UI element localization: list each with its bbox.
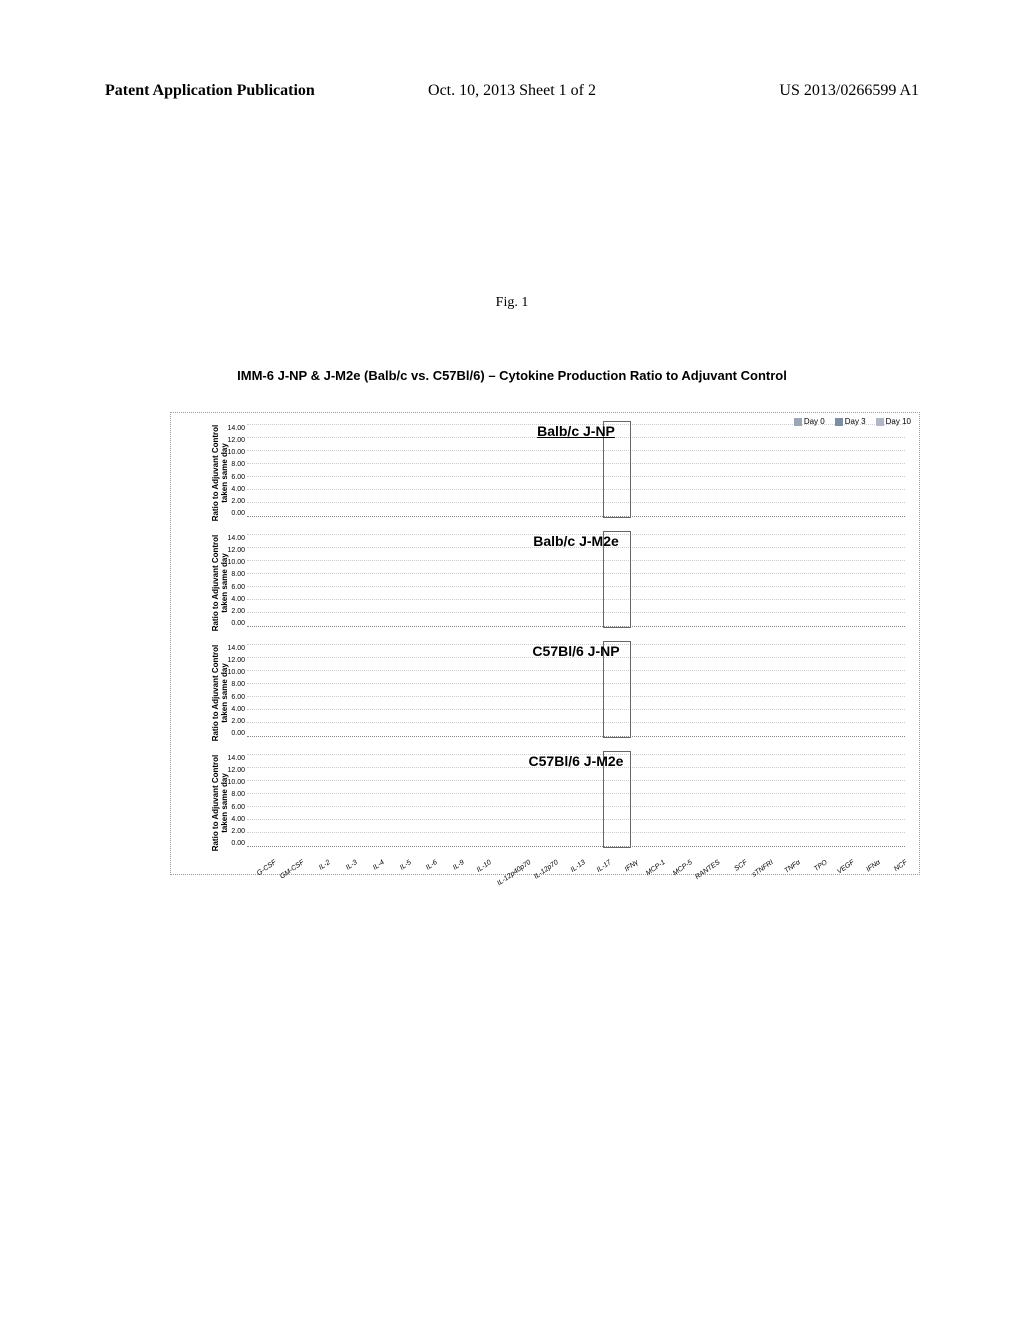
x-tick-label: IFNγ [614,859,640,880]
y-ticks: 0.002.004.006.008.0010.0012.0014.00 [223,645,245,737]
legend-swatch-1 [835,418,843,426]
x-tick-label: sTNFRI [749,859,775,880]
chart-title: IMM-6 J-NP & J-M2e (Balb/c vs. C57Bl/6) … [212,368,812,383]
legend-swatch-2 [876,418,884,426]
header-left: Patent Application Publication [105,82,315,100]
panel-title: Balb/c J-NP [537,423,615,439]
x-tick-label: VEGF [830,859,856,880]
header-center: Oct. 10, 2013 Sheet 1 of 2 [428,82,596,100]
x-tick-label: GM-CSF [279,859,306,881]
plot-area: C57Bl/6 J-M2e [247,755,905,847]
x-tick-label: NCF [883,859,909,880]
plot-area: C57Bl/6 J-NP [247,645,905,737]
x-tick-label: IL-13 [560,859,586,880]
page-header: Patent Application Publication Oct. 10, … [105,82,919,100]
legend-label-0: Day 0 [804,417,825,426]
legend-swatch-0 [794,418,802,426]
x-tick-label: TNFα [776,859,802,880]
x-tick-label: IL-4 [360,859,386,880]
x-tick-label: G-CSF [252,859,278,880]
y-ticks: 0.002.004.006.008.0010.0012.0014.00 [223,425,245,517]
x-tick-label: IFNα [856,859,882,880]
x-tick-label: IL-12p70 [533,859,560,881]
x-tick-label: IL-3 [333,859,359,880]
x-tick-label: IL-17 [587,859,613,880]
panel-title: C57Bl/6 J-M2e [529,753,624,769]
chart-panel: Ratio to Adjuvant Control taken same day… [179,639,911,747]
x-tick-label: IL-6 [413,859,439,880]
legend-label-1: Day 3 [845,417,866,426]
x-tick-label: MCP-5 [667,859,693,880]
figure-label: Fig. 1 [496,295,529,311]
x-tick-label: RANTES [694,859,721,881]
x-tick-label: MCP-1 [641,859,667,880]
page: Patent Application Publication Oct. 10, … [0,0,1024,1320]
x-tick-label: IL-9 [440,859,466,880]
panel-title: Balb/c J-M2e [533,533,619,549]
chart-container: Day 0 Day 3 Day 10 Ratio to Adjuvant Con… [170,412,920,875]
x-tick-label: TPO [803,859,829,880]
x-tick-label: IL-2 [306,859,332,880]
x-tick-label: IL-10 [467,859,493,880]
plot-area: Balb/c J-NP [247,425,905,517]
chart-panel: Ratio to Adjuvant Control taken same day… [179,749,911,857]
chart-panel: Ratio to Adjuvant Control taken same day… [179,529,911,637]
chart-legend: Day 0 Day 3 Day 10 [794,417,911,426]
panel-title: C57Bl/6 J-NP [532,643,619,659]
header-right: US 2013/0266599 A1 [779,82,919,100]
x-tick-label: IL-12p40p70 [496,859,532,887]
legend-label-2: Day 10 [886,417,911,426]
y-ticks: 0.002.004.006.008.0010.0012.0014.00 [223,535,245,627]
plot-area: Balb/c J-M2e [247,535,905,627]
chart-panel: Ratio to Adjuvant Control taken same day… [179,419,911,527]
y-ticks: 0.002.004.006.008.0010.0012.0014.00 [223,755,245,847]
x-axis-labels: G-CSFGM-CSFIL-2IL-3IL-4IL-5IL-6IL-9IL-10… [247,857,905,866]
x-tick-label: IL-5 [386,859,412,880]
x-tick-label: SCF [723,859,749,880]
